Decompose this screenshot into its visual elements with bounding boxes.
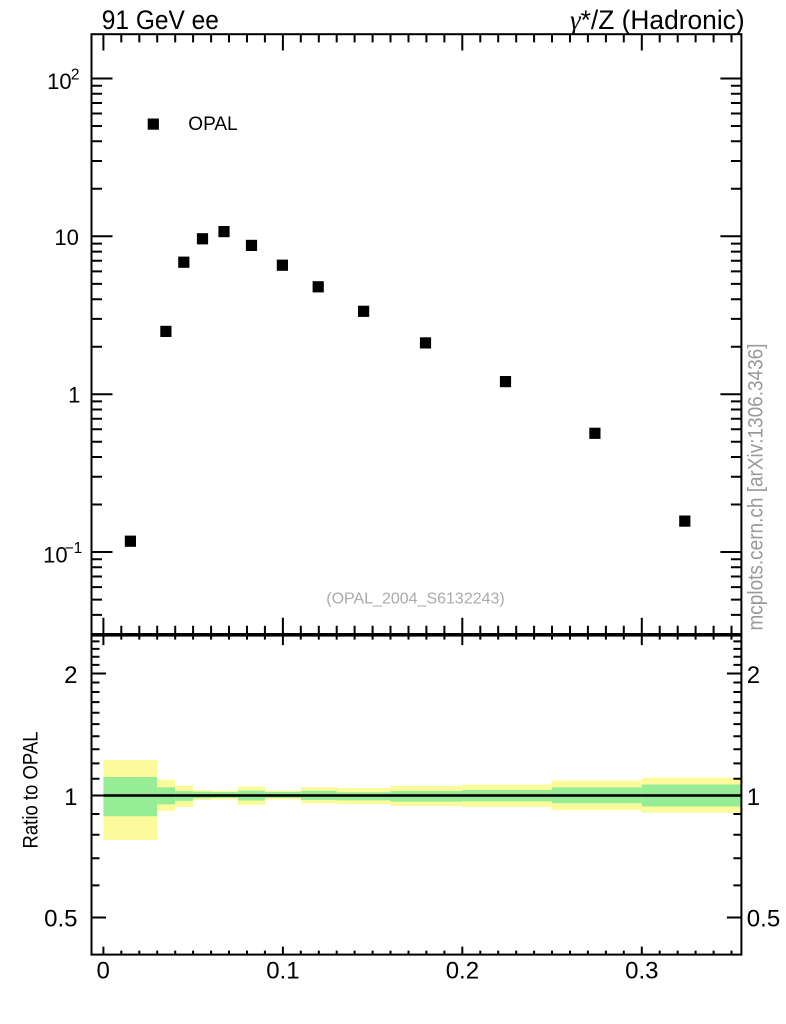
svg-text:91 GeV ee: 91 GeV ee — [102, 5, 219, 35]
svg-text:0.5: 0.5 — [44, 905, 77, 932]
svg-text:OPAL: OPAL — [188, 114, 237, 135]
svg-text:(OPAL_2004_S6132243): (OPAL_2004_S6132243) — [326, 591, 505, 608]
svg-text:0.5: 0.5 — [747, 905, 780, 932]
svg-text:2: 2 — [71, 66, 80, 83]
svg-text:2: 2 — [747, 662, 760, 689]
svg-text:0.2: 0.2 — [446, 958, 479, 985]
svg-text:0.3: 0.3 — [625, 958, 658, 985]
svg-text:10: 10 — [54, 225, 78, 250]
svg-text:10: 10 — [47, 69, 71, 94]
svg-text:2: 2 — [64, 662, 77, 689]
svg-text:0.1: 0.1 — [266, 958, 299, 985]
svg-text:1: 1 — [747, 784, 760, 811]
svg-text:Ratio to OPAL: Ratio to OPAL — [19, 732, 42, 849]
svg-text:mcplots.cern.ch [arXiv:1306.34: mcplots.cern.ch [arXiv:1306.3436] — [745, 344, 768, 631]
svg-text:10: 10 — [43, 543, 67, 568]
svg-text:1: 1 — [64, 784, 77, 811]
svg-text:−1: −1 — [65, 540, 83, 557]
svg-text:γ*/Z (Hadronic): γ*/Z (Hadronic) — [570, 5, 745, 35]
svg-text:1: 1 — [68, 383, 80, 408]
svg-text:0: 0 — [97, 958, 110, 985]
